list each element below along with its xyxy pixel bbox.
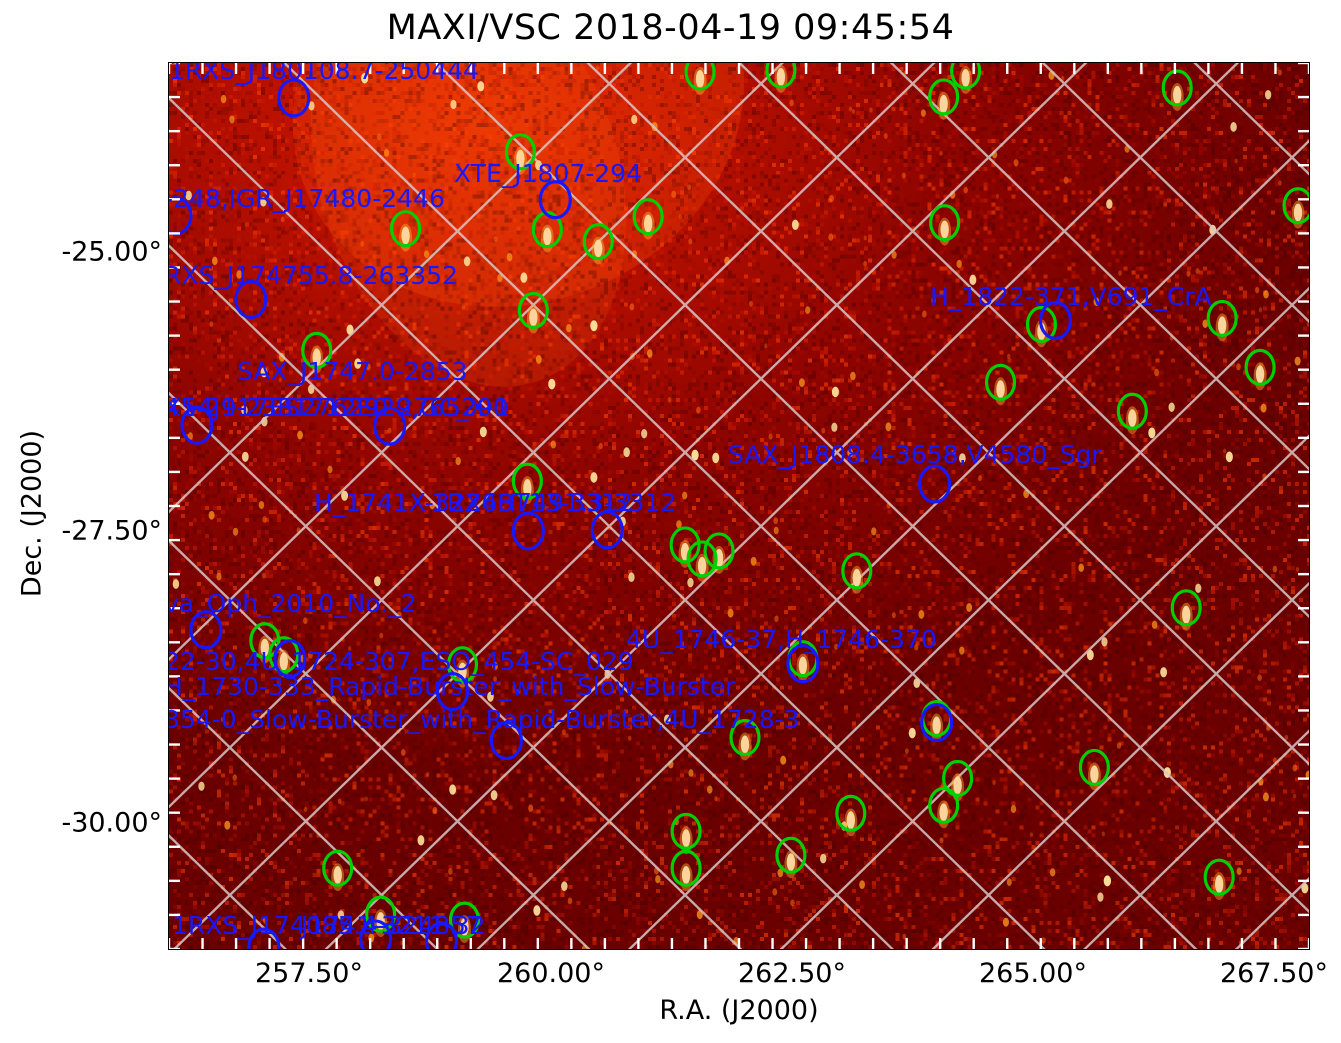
source-label: XTE_J1807-294 — [454, 161, 642, 186]
x-axis-label: R.A. (J2000) — [168, 995, 1310, 1026]
source-label: RXS_J174755.8-263352 — [168, 263, 458, 288]
source-label: SAX_J1747.0-2853 — [237, 359, 468, 384]
y-tick-label: -30.00° — [61, 808, 162, 839]
source-label: H_1822-371,V691_CrA — [930, 284, 1212, 309]
x-tick-label: 262.50° — [738, 958, 846, 989]
source-label: 354-0_Slow-Burster_with_Rapid-Burster,4U… — [168, 707, 800, 732]
source-label: H_1730-333_Rapid-Burster_with_Slow-Burst… — [168, 674, 735, 699]
source-label: J1741-3211-32 — [301, 913, 485, 938]
source-label: 1RXS_J180108.7-250444 — [169, 62, 479, 83]
x-tick-label: 267.50° — [1220, 958, 1328, 989]
x-tick-label: 257.50° — [255, 958, 363, 989]
figure-canvas: MAXI/VSC 2018-04-19 09:45:54 1RXS_J18010… — [0, 0, 1341, 1043]
source-label: SAX_J1808.4-3658,V4580_Sgr — [728, 442, 1102, 467]
source-label: 22-30,4U_1724-307,ESO_454-SC_029 — [168, 649, 634, 674]
sky-image-plot[interactable]: 1RXS_J180108.7-250444 XTE_J1807-294 -248,I… — [168, 62, 1310, 950]
y-axis-label: Dec. (J2000) — [17, 334, 48, 694]
y-tick-label: -27.50° — [61, 516, 162, 547]
source-label: 41-2917ES2762929,GC_X-1 — [168, 395, 510, 420]
y-tick-label: -25.00° — [61, 237, 162, 268]
source-label: 4U_1746-37,H_1746-370 — [626, 627, 937, 652]
source-label: va_Oph_2010_No._2 — [168, 591, 417, 616]
figure-title: MAXI/VSC 2018-04-19 09:45:54 — [0, 8, 1341, 48]
x-tick-label: 265.00° — [979, 958, 1087, 989]
source-label: -248,IGR_J17480-2446 — [168, 186, 445, 211]
source-label: 1RX6H7491.3-3312 — [431, 490, 676, 515]
x-tick-label: 260.00° — [497, 958, 605, 989]
